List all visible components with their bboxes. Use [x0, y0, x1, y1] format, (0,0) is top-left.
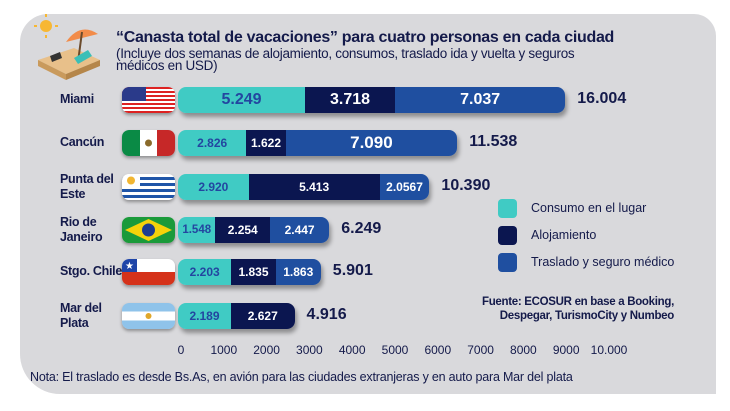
x-tick-label: 7000: [467, 343, 494, 357]
x-tick-label: 5000: [381, 343, 409, 357]
category-label-cancun: Cancún: [60, 135, 105, 149]
bar-segment-consumo: 1.548: [178, 217, 216, 243]
bar-segment-consumo: 2.920: [178, 174, 249, 200]
total-label: 11.538: [469, 133, 518, 150]
bar-punta-del-este: 2.920 5.413 2.0567: [178, 174, 430, 200]
bar-segment-alojamiento: 2.254: [215, 217, 270, 243]
bar-mar-del-plata: 2.189 2.627: [178, 303, 295, 329]
x-tick-label: 8000: [510, 343, 537, 357]
bar-segment-consumo: 2.189: [178, 303, 231, 329]
chart-title: “Canasta total de vacaciones” para cuatr…: [116, 29, 615, 46]
total-label: 4.916: [306, 306, 347, 323]
x-tick-label: 3000: [296, 343, 323, 357]
total-label: 6.249: [341, 220, 382, 237]
legend-swatch-traslado: [498, 253, 517, 272]
category-label-punta-del-este: Punta del Este: [60, 172, 114, 201]
bar-segment-traslado: 2.447: [269, 217, 330, 243]
x-tick-label: 9000: [552, 343, 580, 357]
bar-segment-consumo: 5.249: [178, 87, 306, 113]
x-tick-label: 0: [177, 343, 185, 357]
chile-flag-icon: ★: [122, 259, 175, 285]
legend-label-alojamiento: Alojamiento: [531, 228, 597, 242]
total-label: 5.901: [332, 262, 373, 279]
bar-segment-traslado: 7.090: [285, 130, 458, 156]
category-label-miami: Miami: [60, 92, 94, 106]
legend-label-consumo: Consumo en el lugar: [531, 201, 647, 215]
bar-segment-traslado: 7.037: [394, 87, 566, 113]
argentina-flag-icon: [122, 303, 175, 329]
category-label-rio-de-janeiro: Rio de Janeiro: [60, 215, 103, 244]
bar-stgo-chile: 2.203 1.835 1.863: [178, 259, 321, 285]
category-label-mar-del-plata: Mar del Plata: [60, 301, 102, 330]
bar-rio-de-janeiro: 1.548 2.254 2.447: [178, 217, 330, 243]
x-tick-label: 10.000: [590, 343, 628, 357]
bar-segment-consumo: 2.203: [178, 259, 232, 285]
chart-subtitle: (Incluye dos semanas de alojamiento, con…: [116, 46, 575, 73]
bar-segment-consumo: 2.826: [178, 130, 247, 156]
x-tick-label: 1000: [210, 343, 238, 357]
total-label: 10.390: [441, 177, 491, 194]
x-tick-label: 4000: [338, 343, 366, 357]
chart-card: [20, 14, 716, 394]
mexico-flag-icon: [122, 130, 175, 156]
legend-swatch-alojamiento: [498, 226, 517, 245]
usa-flag-icon: [122, 87, 175, 113]
bar-segment-alojamiento: 5.413: [248, 174, 380, 200]
beach-umbrella-icon: [34, 14, 100, 80]
x-tick-label: 2000: [253, 343, 280, 357]
svg-text:★: ★: [125, 261, 134, 272]
footnote: Nota: El traslado es desde Bs.As, en avi…: [30, 370, 573, 384]
legend-label-traslado: Traslado y seguro médico: [531, 255, 675, 269]
uruguay-flag-icon: [122, 174, 175, 200]
legend-swatch-consumo: [498, 199, 517, 218]
x-tick-label: 6000: [424, 343, 452, 357]
bar-segment-alojamiento: 3.718: [305, 87, 395, 113]
bar-segment-alojamiento: 1.622: [246, 130, 286, 156]
bar-segment-traslado: 2.0567: [379, 174, 430, 200]
bar-miami: 5.249 3.718 7.037: [178, 87, 566, 113]
bar-cancun: 2.826 1.622 7.090: [178, 130, 458, 156]
bar-segment-traslado: 1.863: [275, 259, 321, 285]
brazil-flag-icon: [122, 217, 175, 243]
category-label-stgo-chile: Stgo. Chile: [60, 264, 122, 278]
source-note: Fuente: ECOSUR en base a Booking, Despeg…: [481, 296, 674, 322]
bar-segment-alojamiento: 1.835: [231, 259, 276, 285]
total-label: 16.004: [577, 90, 627, 107]
bar-segment-alojamiento: 2.627: [230, 303, 295, 329]
